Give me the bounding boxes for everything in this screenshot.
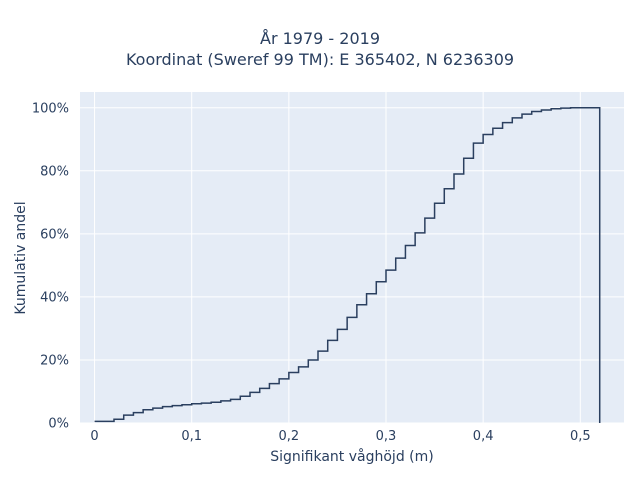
series-group: [94, 107, 601, 423]
x-tick-label: 0,3: [376, 429, 397, 444]
x-tick-labels: 0 0,1 0,2 0,3 0,4 0,5: [90, 429, 590, 444]
y-tick-labels: 0% 20% 40% 60% 80% 100%: [32, 101, 69, 431]
grid-lines: [80, 92, 624, 424]
y-tick-label: 40%: [40, 290, 69, 305]
chart-title: År 1979 - 2019 Koordinat (Sweref 99 TM):…: [0, 28, 640, 70]
x-axis-title: Signifikant våghöjd (m): [270, 448, 433, 465]
cumulative-step-line: [94, 107, 601, 423]
y-axis-title: Kumulativ andel: [13, 201, 29, 314]
y-tick-label: 0%: [48, 417, 69, 432]
chart-title-line-1: År 1979 - 2019: [260, 29, 380, 48]
x-tick-label: 0,2: [279, 429, 300, 444]
x-tick-label: 0,1: [181, 429, 202, 444]
y-tick-label: 100%: [32, 101, 69, 116]
y-tick-label: 80%: [40, 164, 69, 179]
plot-background: [80, 92, 624, 423]
y-tick-label: 60%: [40, 227, 69, 242]
y-tick-label: 20%: [40, 353, 69, 368]
x-tick-label: 0: [90, 429, 98, 444]
chart-title-line-2: Koordinat (Sweref 99 TM): E 365402, N 62…: [125, 50, 515, 69]
x-tick-label: 0,5: [570, 429, 591, 444]
x-tick-label: 0,4: [473, 429, 494, 444]
